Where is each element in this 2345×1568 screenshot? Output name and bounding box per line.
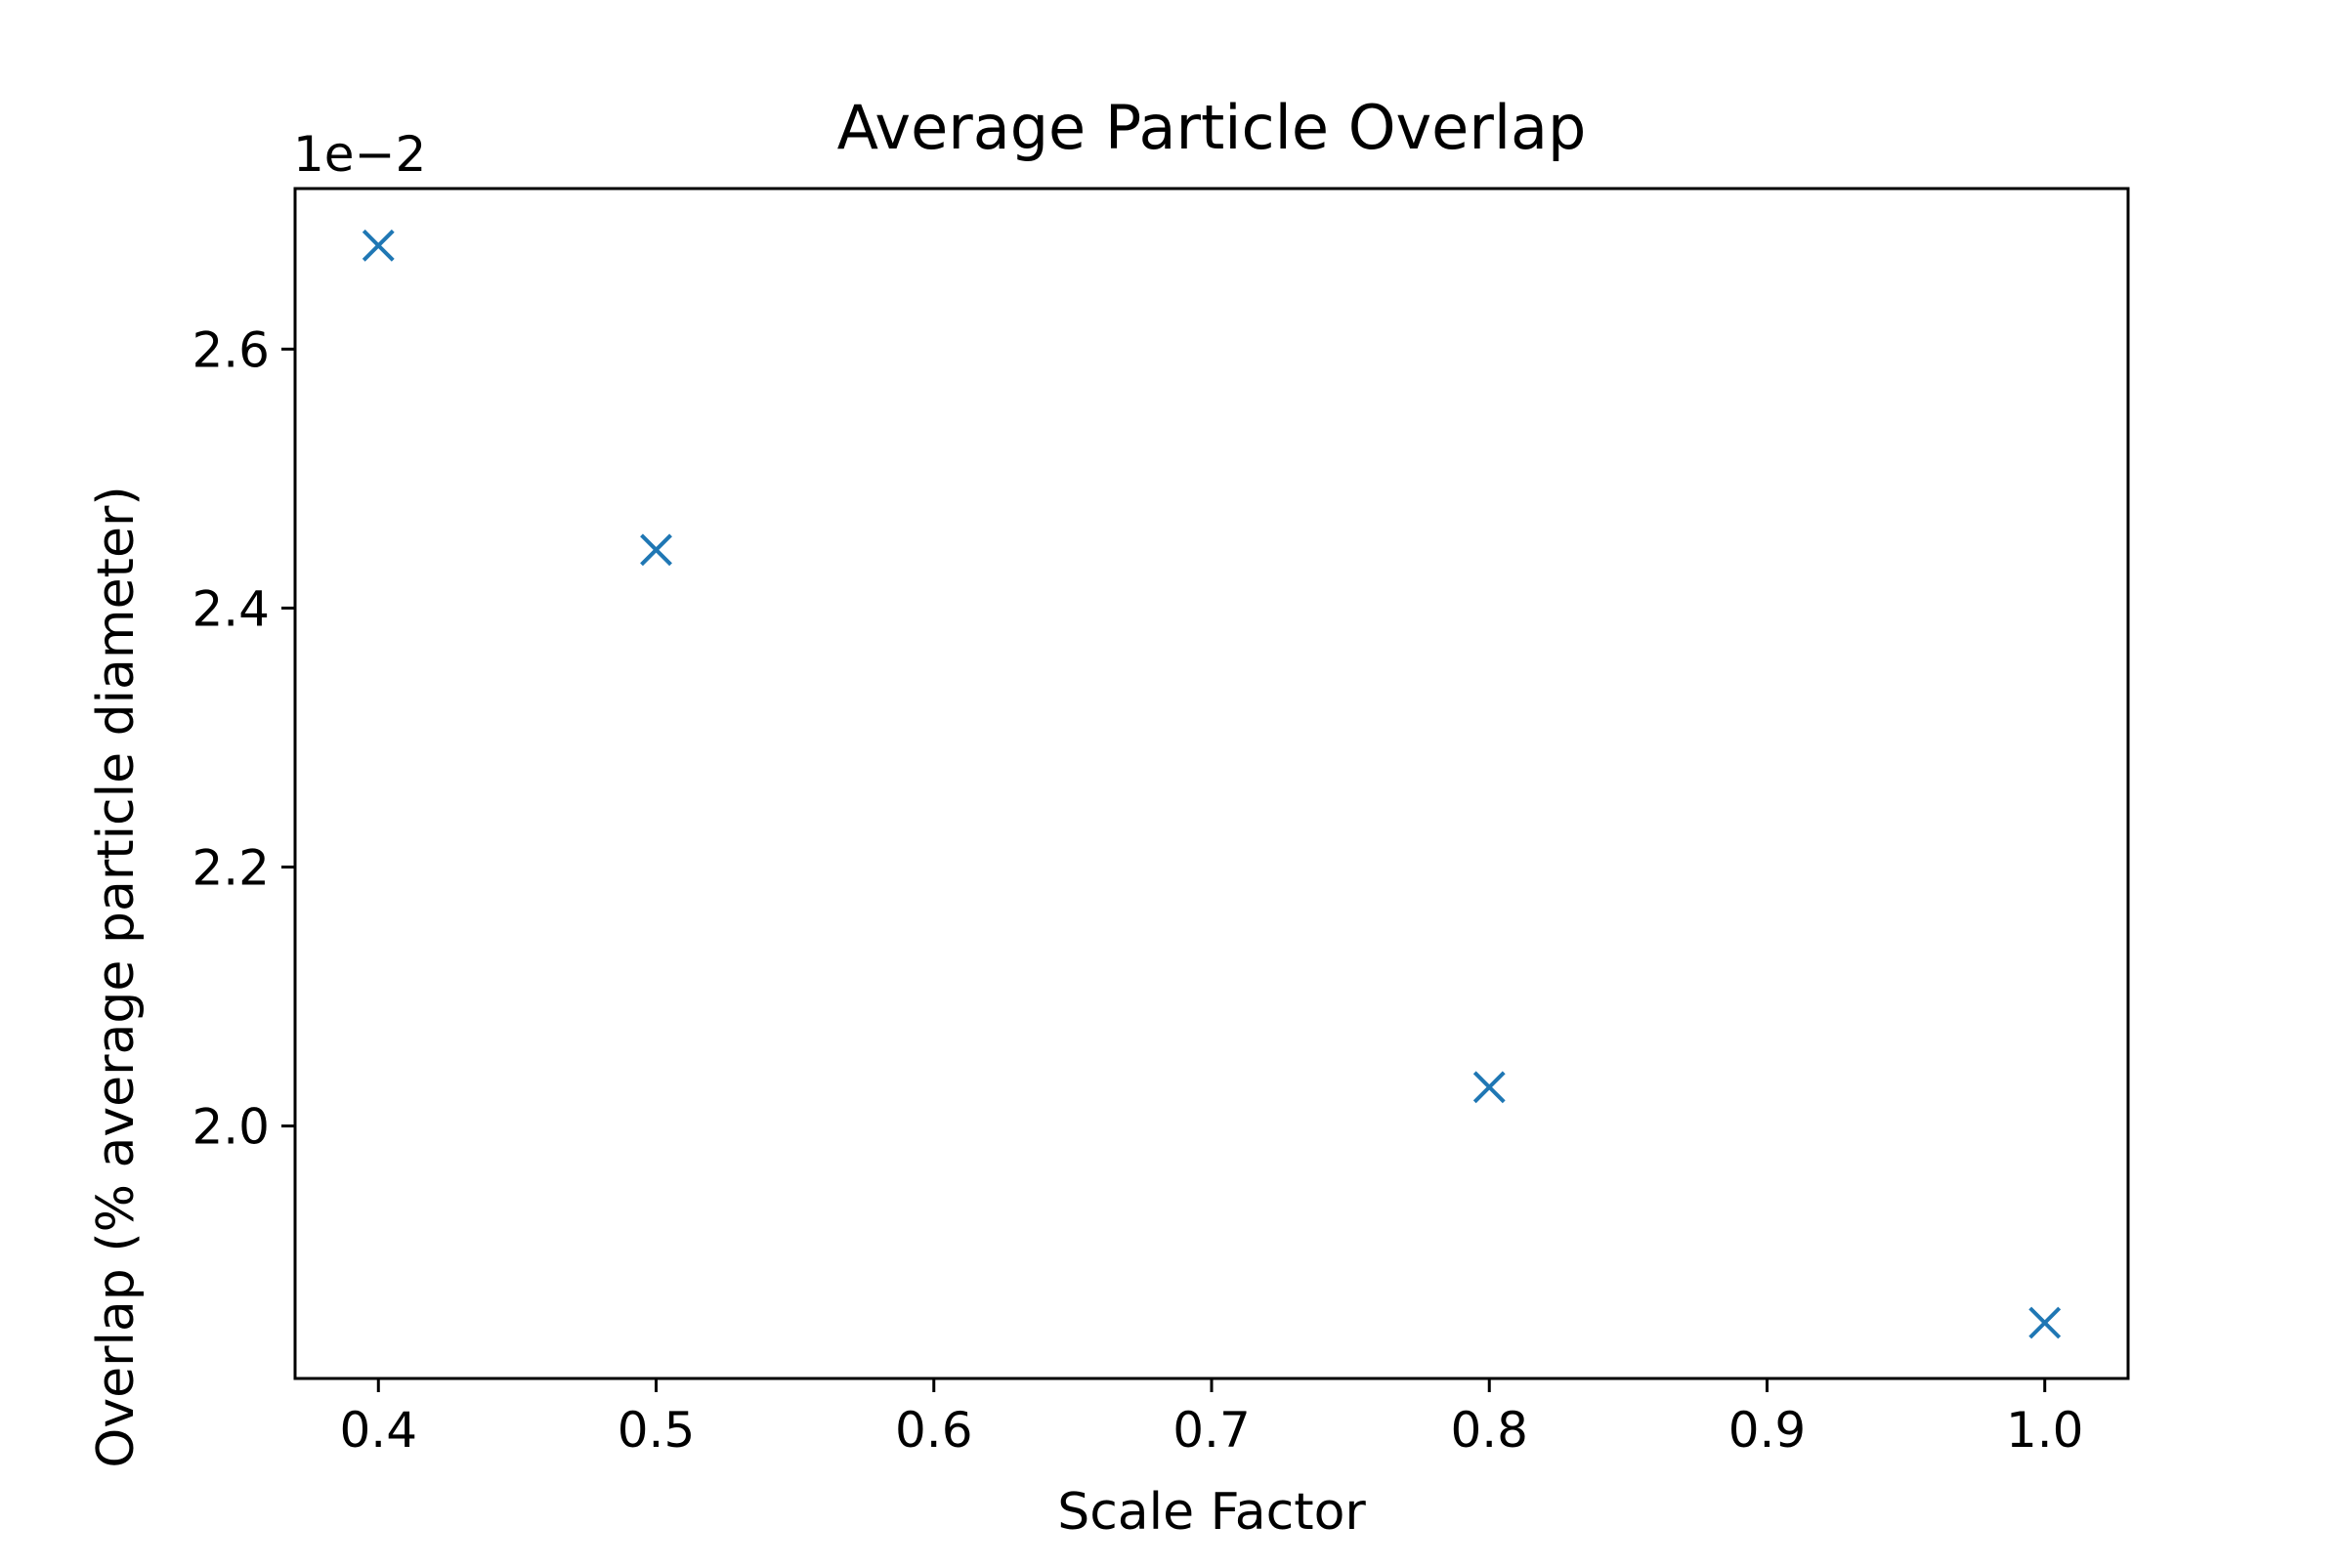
data-series <box>362 229 2062 1339</box>
x-tick-label: 1.0 <box>2006 1402 2084 1459</box>
y-axis: 2.0 2.2 2.4 2.6 <box>192 321 295 1156</box>
y-tick-label: 2.2 <box>192 839 270 896</box>
x-axis-label: Scale Factor <box>1057 1483 1366 1542</box>
x-tick-label: 0.7 <box>1172 1402 1251 1459</box>
x-tick-label: 0.8 <box>1450 1402 1528 1459</box>
y-tick-label: 2.0 <box>192 1099 270 1156</box>
y-axis-offset-label: 1e−2 <box>293 126 426 183</box>
data-point-marker <box>362 229 395 262</box>
x-tick-label: 0.9 <box>1728 1402 1807 1459</box>
x-tick-label: 0.5 <box>618 1402 696 1459</box>
plot-area-frame <box>293 187 2130 1380</box>
x-axis: 0.4 0.5 0.6 0.7 0.8 0.9 1.0 <box>340 1378 2084 1459</box>
data-point-marker <box>640 533 672 567</box>
data-point-marker <box>2028 1306 2062 1339</box>
y-tick-label: 2.4 <box>192 580 270 637</box>
y-tick-label: 2.6 <box>192 321 270 378</box>
chart-title: Average Particle Overlap <box>837 92 1587 163</box>
x-tick-label: 0.6 <box>895 1402 973 1459</box>
y-axis-label: Overlap (% average particle diameter) <box>87 486 146 1467</box>
x-tick-label: 0.4 <box>340 1402 418 1459</box>
data-point-marker <box>1472 1071 1506 1104</box>
